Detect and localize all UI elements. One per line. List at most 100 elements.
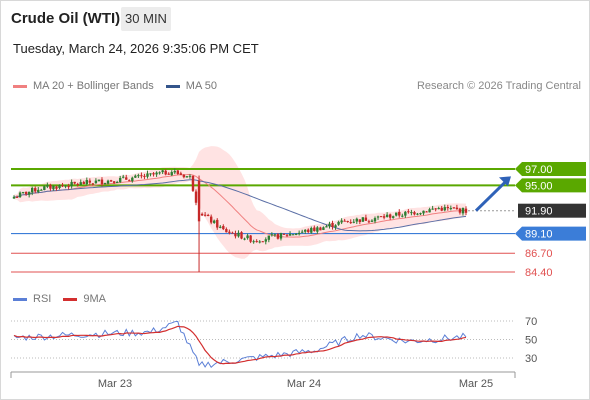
candle-body [319, 227, 322, 231]
candle-body [279, 233, 283, 239]
candle-body [300, 231, 304, 233]
candle-body [118, 177, 122, 183]
candle-body [164, 170, 167, 175]
level-label-86-70: 86.70 [525, 248, 553, 260]
candle-body [246, 235, 249, 239]
candle-body [358, 219, 362, 223]
candle-body [337, 221, 340, 225]
candle-body [216, 219, 219, 228]
candle-body [361, 217, 365, 222]
candle-body [455, 207, 459, 210]
candle-body [179, 173, 183, 175]
candle-body [52, 185, 55, 190]
candle-body [385, 214, 389, 217]
candle-body [249, 235, 252, 242]
candle-body [398, 211, 401, 216]
candle-body [422, 210, 425, 214]
candle-body [261, 241, 264, 243]
level-label-89-10-bg [515, 226, 586, 241]
candle-body [73, 181, 76, 184]
price-legend: MA 20 + Bollinger Bands MA 50 [13, 80, 229, 92]
candle-body [76, 183, 79, 185]
candle-body [213, 220, 216, 223]
copyright-text: Research © 2026 Trading Central [416, 80, 581, 92]
rsi-9ma-line [13, 325, 467, 365]
x-tick-label: Mar 23 [98, 378, 132, 390]
legend-label-ma50: MA 50 [185, 80, 217, 92]
level-label-95-00-bg [515, 178, 586, 193]
candle-body [61, 185, 64, 187]
candle-body [291, 234, 295, 236]
candle-body [428, 209, 431, 213]
candle-body [143, 175, 146, 177]
candle-body [446, 207, 449, 209]
projection-arrow-shaft [474, 179, 509, 212]
candle-body [58, 185, 61, 189]
candle-body [458, 208, 462, 213]
candle-body [270, 234, 274, 236]
legend-swatch-ma20 [13, 84, 27, 88]
candle-body [443, 207, 446, 211]
candle-body [219, 226, 222, 228]
legend-item-ma50: MA 50 [165, 80, 217, 92]
candle-body [449, 208, 453, 210]
candle-body [128, 180, 131, 182]
candle-body [328, 223, 331, 227]
ma20-line [13, 173, 467, 238]
candle-body [203, 214, 207, 216]
candle-body [122, 176, 125, 178]
candle-body [452, 207, 456, 209]
candle-body [131, 177, 134, 182]
legend-swatch-ma50 [165, 84, 180, 88]
candle-body [297, 232, 301, 235]
candle-body [240, 232, 243, 239]
candle-body [194, 191, 198, 203]
candle-body [264, 239, 267, 242]
candle-body [352, 221, 355, 223]
candle-body [461, 208, 465, 214]
candle-body [18, 192, 22, 198]
candle-body [31, 187, 34, 193]
candle-body [46, 185, 49, 187]
candle-body [294, 233, 298, 235]
candle-body [382, 216, 386, 218]
candle-body [170, 172, 173, 176]
candle-body [367, 221, 371, 223]
candle-body [322, 227, 325, 230]
candle-body [334, 225, 337, 228]
timeframe-button[interactable]: 30 MIN [121, 7, 171, 31]
candle-body [55, 186, 58, 189]
candle-body [273, 234, 277, 236]
rsi-tick-label: 50 [525, 335, 537, 347]
candle-body [425, 211, 428, 213]
legend-label-ma20: MA 20 + Bollinger Bands [33, 80, 154, 92]
candle-body [267, 235, 271, 240]
candle-body [243, 238, 246, 240]
candle-body [407, 211, 410, 213]
candle-body [346, 220, 349, 222]
timestamp: Tuesday, March 24, 2026 9:35:06 PM CET [13, 41, 259, 56]
candle-body [231, 232, 234, 234]
candle-body [67, 186, 70, 188]
candle-body [313, 227, 316, 232]
candle-body [40, 189, 43, 191]
candle-body [125, 177, 128, 180]
instrument-title: Crude Oil (WTI) [11, 10, 121, 27]
candle-body [237, 232, 240, 237]
candle-body [282, 233, 286, 235]
candle-body [404, 211, 407, 216]
candle-body [331, 223, 334, 227]
candle-body [49, 184, 52, 189]
candle-body [325, 226, 328, 228]
candle-body [234, 233, 237, 237]
candle-body [70, 181, 73, 187]
legend-item-9ma: 9MA [63, 293, 106, 305]
candle-body [197, 180, 201, 222]
candle-body [355, 218, 358, 222]
candle-body [79, 182, 82, 186]
candle-body [137, 175, 140, 177]
candle-body [373, 218, 377, 222]
legend-label-rsi: RSI [33, 293, 52, 305]
candle-body [21, 192, 25, 194]
candle-body [91, 183, 95, 185]
